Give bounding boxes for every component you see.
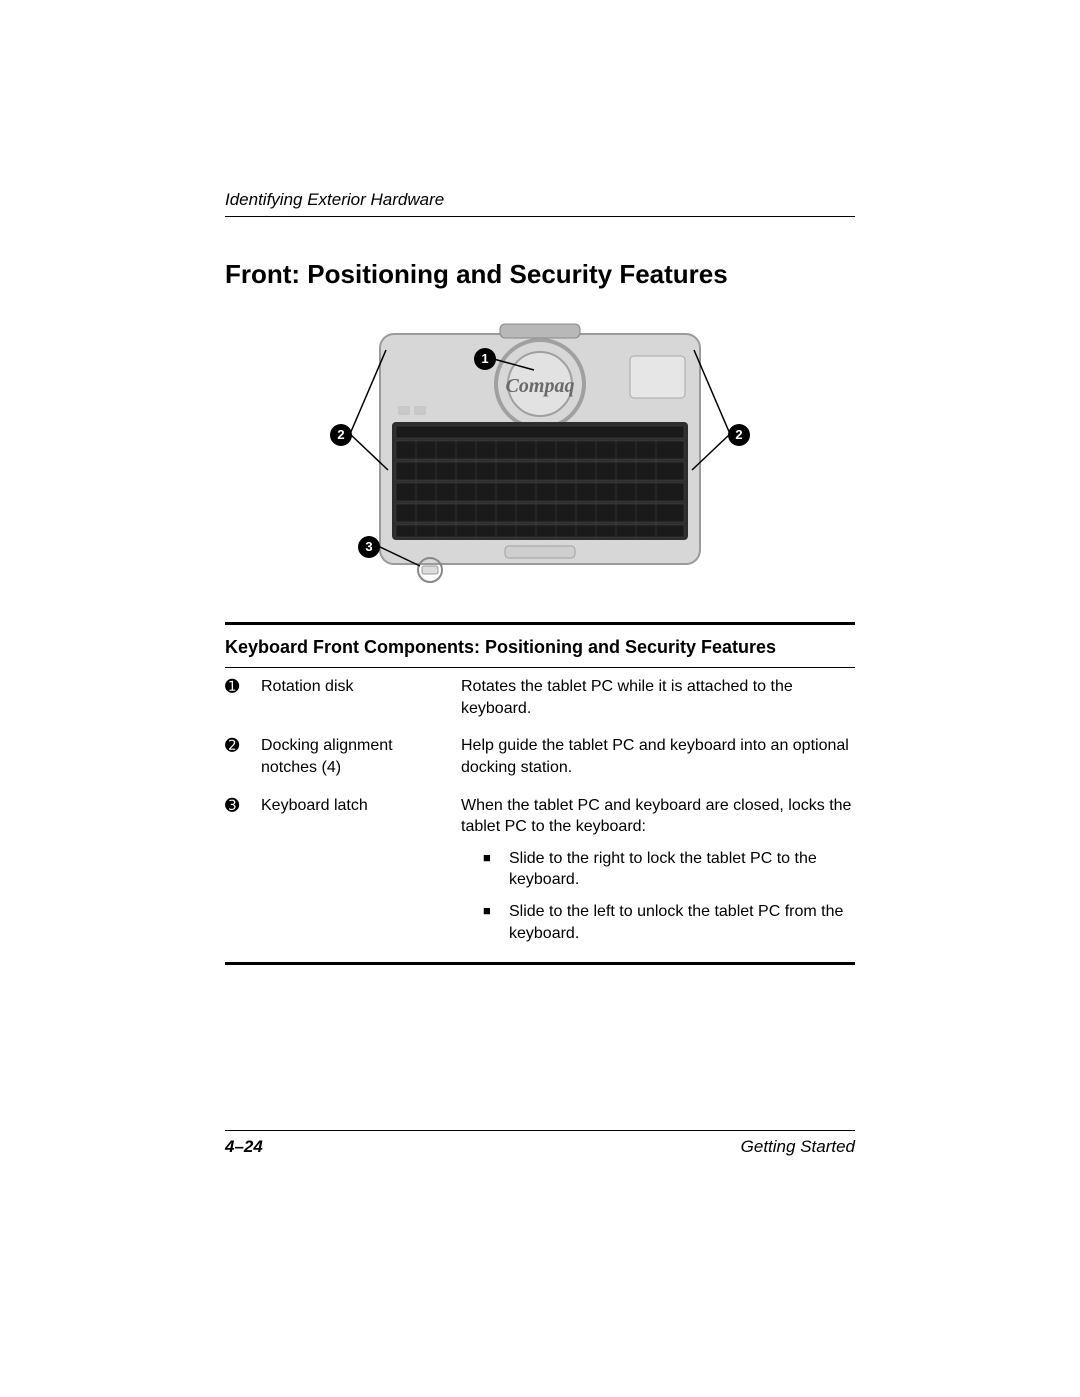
callout-3: 3 [358, 536, 380, 558]
row-num: ➊ [225, 676, 261, 719]
table-row: ➋ Docking alignment notches (4) Help gui… [225, 727, 855, 786]
row-num: ➋ [225, 735, 261, 778]
row-desc: When the tablet PC and keyboard are clos… [461, 795, 855, 955]
svg-text:Compaq: Compaq [506, 375, 575, 397]
square-bullet-icon: ■ [483, 901, 509, 944]
footer-page-number: 4–24 [225, 1137, 263, 1157]
page-footer: 4–24 Getting Started [225, 1130, 855, 1157]
footer-book-title: Getting Started [741, 1137, 855, 1157]
table-row: ➌ Keyboard latch When the tablet PC and … [225, 787, 855, 966]
main-title: Front: Positioning and Security Features [225, 259, 855, 290]
sub-item-text: Slide to the left to unlock the tablet P… [509, 901, 855, 944]
row-name: Keyboard latch [261, 795, 461, 955]
row-name: Rotation disk [261, 676, 461, 719]
callout-1: 1 [474, 348, 496, 370]
callout-2-right: 2 [728, 424, 750, 446]
row-desc-text: When the tablet PC and keyboard are clos… [461, 795, 855, 838]
sub-item: ■ Slide to the left to unlock the tablet… [461, 901, 855, 944]
callout-2-left: 2 [330, 424, 352, 446]
components-table: Keyboard Front Components: Positioning a… [225, 622, 855, 965]
row-name: Docking alignment notches (4) [261, 735, 461, 778]
header-section: Identifying Exterior Hardware [225, 190, 855, 217]
square-bullet-icon: ■ [483, 848, 509, 891]
row-num: ➌ [225, 795, 261, 955]
table-title: Keyboard Front Components: Positioning a… [225, 625, 855, 668]
sub-item-text: Slide to the right to lock the tablet PC… [509, 848, 855, 891]
table-row: ➊ Rotation disk Rotates the tablet PC wh… [225, 668, 855, 727]
row-desc: Rotates the tablet PC while it is attach… [461, 676, 855, 719]
row-desc: Help guide the tablet PC and keyboard in… [461, 735, 855, 778]
product-photo: Compaq [290, 314, 790, 594]
sub-item: ■ Slide to the right to lock the tablet … [461, 848, 855, 891]
